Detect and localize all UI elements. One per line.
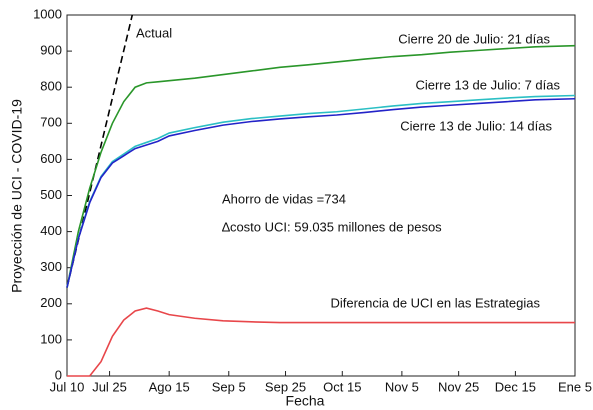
series-line <box>66 44 576 288</box>
annotation: ∆costo UCI: 59.035 millones de pesos <box>222 219 442 234</box>
y-tick-label: 1000 <box>33 6 62 21</box>
y-tick-label: 0 <box>55 367 62 382</box>
series-line <box>66 94 576 288</box>
y-tick-label: 300 <box>40 259 62 274</box>
x-tick-label: Dec 15 <box>495 379 536 394</box>
series-label: Diferencia de UCI en las Estrategias <box>330 295 540 310</box>
x-tick-label: Jul 25 <box>92 379 127 394</box>
series-line <box>66 97 576 288</box>
series-label: Actual <box>136 25 172 40</box>
x-tick-label: Ago 15 <box>149 379 190 394</box>
y-tick-label: 700 <box>40 115 62 130</box>
y-tick-label: 200 <box>40 295 62 310</box>
x-tick-label: Ene 5 <box>558 379 592 394</box>
series-line <box>67 307 575 377</box>
y-tick-label: 500 <box>40 187 62 202</box>
series-label: Cierre 20 de Julio: 21 días <box>398 31 550 46</box>
series-label: Cierre 13 de Julio: 7 días <box>415 77 560 92</box>
x-tick-label: Oct 15 <box>323 379 361 394</box>
y-tick-label: 800 <box>40 79 62 94</box>
y-tick-label: 600 <box>40 151 62 166</box>
x-tick-label: Nov 5 <box>385 379 419 394</box>
series-label: Cierre 13 de Julio: 14 días <box>400 118 552 133</box>
x-tick-label: Sep 25 <box>265 379 306 394</box>
y-tick-label: 100 <box>40 331 62 346</box>
y-axis-label: Proyección de UCI - COVID-19 <box>9 99 25 293</box>
y-tick-label: 900 <box>40 43 62 58</box>
x-axis-label: Fecha <box>286 393 325 409</box>
annotation: Ahorro de vidas =734 <box>222 191 346 206</box>
x-tick-label: Jul 10 <box>50 379 85 394</box>
x-tick-label: Sep 5 <box>212 379 246 394</box>
y-tick-label: 400 <box>40 223 62 238</box>
x-tick-label: Nov 25 <box>438 379 479 394</box>
